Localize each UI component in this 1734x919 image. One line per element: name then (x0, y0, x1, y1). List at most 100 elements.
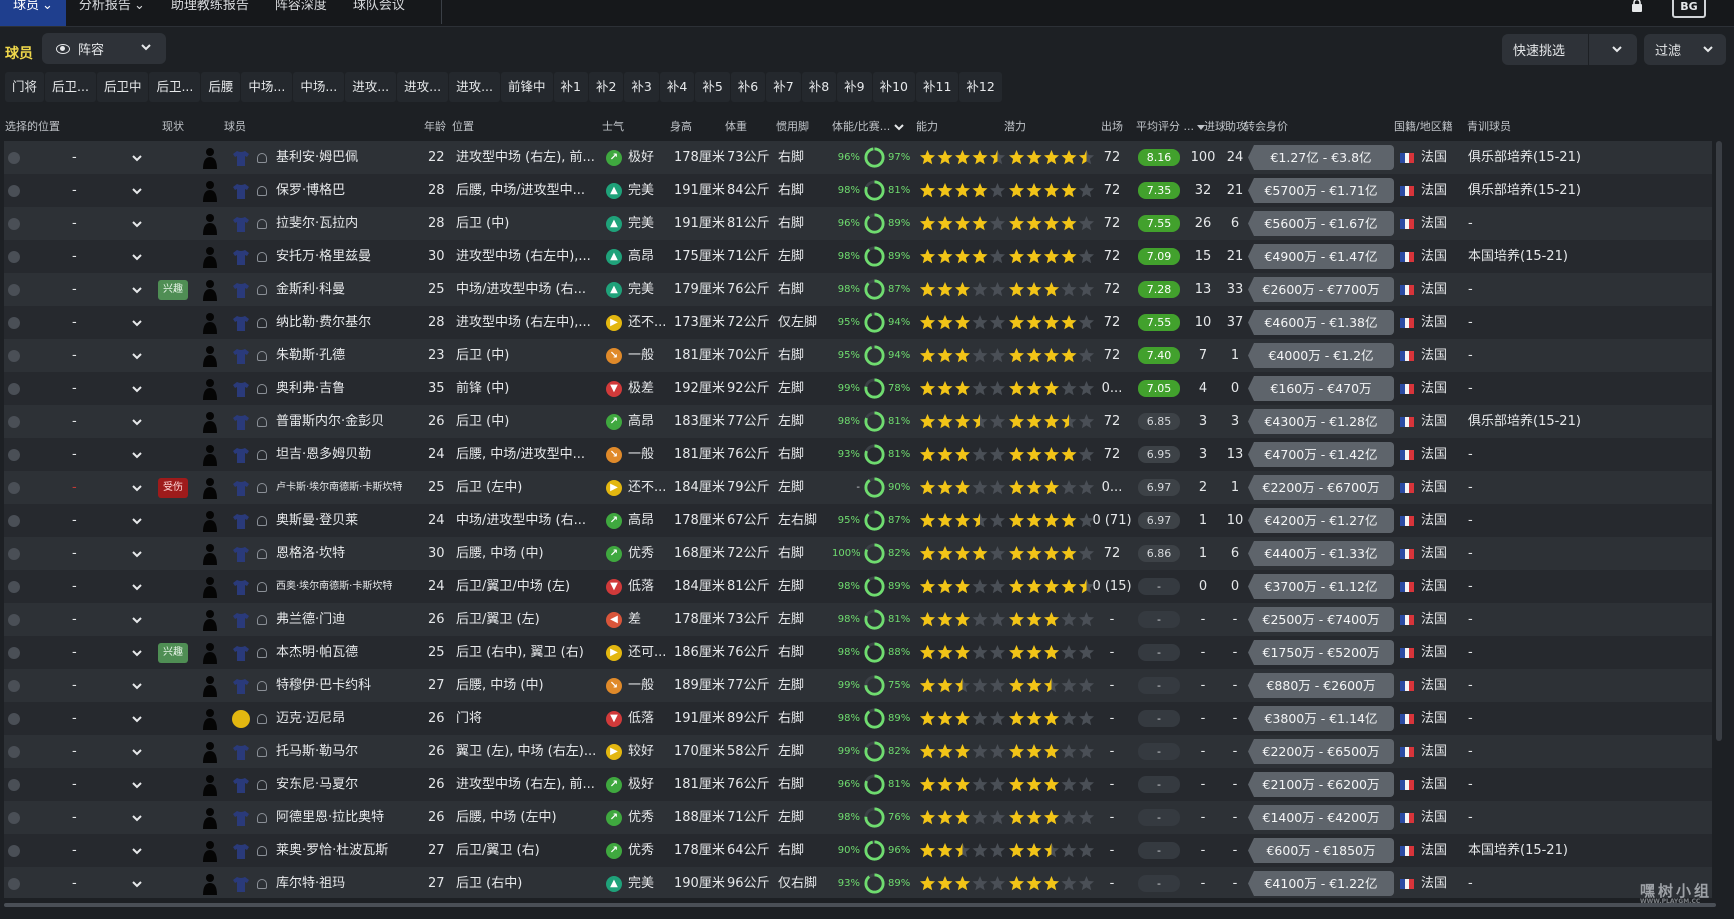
row-select-toggle[interactable] (8, 350, 20, 362)
tab-4[interactable]: 后腰 (201, 72, 241, 102)
row-select-toggle[interactable] (8, 218, 20, 230)
selected-position[interactable]: - (72, 249, 77, 264)
transfer-value[interactable]: €5700万 - €1.71亿 (1248, 178, 1394, 203)
chevron-down-icon[interactable] (131, 614, 143, 626)
transfer-value[interactable]: €2500万 - €7400万 (1248, 607, 1394, 632)
player-name[interactable]: 莱奥·罗恰·杜波瓦斯 (276, 843, 389, 858)
selected-position[interactable]: - (72, 315, 77, 330)
col-condition[interactable]: 体能/比赛... (832, 118, 904, 134)
player-name[interactable]: 奥利弗·吉鲁 (276, 381, 346, 396)
transfer-value[interactable]: €2200万 - €6500万 (1248, 739, 1394, 764)
transfer-value[interactable]: €4300万 - €1.28亿 (1248, 409, 1394, 434)
row-select-toggle[interactable] (8, 845, 20, 857)
col-avg-rating[interactable]: 平均评分 ... (1136, 118, 1205, 134)
lock-icon[interactable] (1630, 0, 1644, 12)
tab-13[interactable]: 补3 (624, 72, 659, 102)
table-row[interactable]: - 奥利弗·吉鲁 35 前锋 (中) ▼ 极差 192厘米 92公斤 左脚 99% 78% 0... 7… (4, 372, 1712, 405)
col-potential[interactable]: 潜力 (1004, 120, 1026, 133)
transfer-value[interactable]: €5600万 - €1.67亿 (1248, 211, 1394, 236)
transfer-value[interactable]: €880万 - €2600万 (1248, 673, 1394, 698)
selected-position[interactable]: - (72, 579, 77, 594)
player-name[interactable]: 奥斯曼·登贝莱 (276, 513, 359, 528)
transfer-value[interactable]: €4200万 - €1.27亿 (1248, 508, 1394, 533)
table-row[interactable]: - 特穆伊·巴卡约科 27 后腰, 中场 (中) ↘ 一般 189厘米 77公斤 左脚 99% 75… (4, 669, 1712, 702)
row-select-toggle[interactable] (8, 779, 20, 791)
col-nation[interactable]: 国籍/地区籍 (1394, 120, 1453, 133)
transfer-value[interactable]: €4900万 - €1.47亿 (1248, 244, 1394, 269)
selected-position[interactable]: - (72, 876, 77, 891)
table-row[interactable]: - 奥斯曼·登贝莱 24 中场/进攻型中场 (右... ↗ 高昂 178厘米 67公斤 左右脚 9… (4, 504, 1712, 537)
table-row[interactable]: - 弗兰德·门迪 26 后卫/翼卫 (左) ◀ 差 178厘米 73公斤 左脚 98% 81% - - -… (4, 603, 1712, 636)
chevron-down-icon[interactable] (131, 317, 143, 329)
chevron-down-icon[interactable] (131, 548, 143, 560)
tab-18[interactable]: 补8 (801, 72, 837, 102)
tab-8[interactable]: 进攻... (397, 72, 449, 102)
vertical-scrollbar[interactable] (1716, 141, 1722, 741)
tab-0[interactable]: 门将 (5, 72, 45, 102)
selected-position[interactable]: - (72, 678, 77, 693)
col-foot[interactable]: 惯用脚 (776, 120, 809, 133)
selected-position[interactable]: - (72, 810, 77, 825)
chevron-down-icon[interactable] (131, 515, 143, 527)
row-select-toggle[interactable] (8, 614, 20, 626)
nav-item-2[interactable]: 助理教练报告 (158, 0, 262, 26)
row-select-toggle[interactable] (8, 878, 20, 890)
player-name[interactable]: 纳比勒·费尔基尔 (276, 315, 372, 330)
chevron-down-icon[interactable] (131, 647, 143, 659)
transfer-value[interactable]: €600万 - €1850万 (1248, 838, 1394, 863)
selected-position[interactable]: - (72, 645, 77, 660)
col-select-pos[interactable]: 选择的位置 (5, 120, 60, 133)
player-name[interactable]: 坦吉·恩多姆贝勒 (276, 447, 372, 462)
player-name[interactable]: 普雷斯内尔·金彭贝 (276, 414, 385, 429)
view-selector[interactable]: 阵容 (42, 33, 166, 64)
table-row[interactable]: - 托马斯·勒马尔 26 翼卫 (左), 中场 (右左)... ▶ 较好 170厘米 58公斤… (4, 735, 1712, 768)
nav-item-1[interactable]: 分析报告 ⌄ (66, 0, 158, 26)
transfer-value[interactable]: €1.27亿 - €3.8亿 (1248, 145, 1394, 170)
transfer-value[interactable]: €1400万 - €4200万 (1248, 805, 1394, 830)
selected-position[interactable]: - (72, 777, 77, 792)
table-row[interactable]: - 保罗·博格巴 28 后腰, 中场/进攻型中... ▲ 完美 191厘米 84公斤 右脚 98%… (4, 174, 1712, 207)
table-row[interactable]: - 基利安·姆巴佩 22 进攻型中场 (右左), 前... ↗ 极好 178厘米 73公斤 右脚… (4, 141, 1712, 174)
transfer-value[interactable]: €4600万 - €1.38亿 (1248, 310, 1394, 335)
row-select-toggle[interactable] (8, 251, 20, 263)
chevron-down-icon[interactable] (131, 185, 143, 197)
transfer-value[interactable]: €1750万 - €5200万 (1248, 640, 1394, 665)
tab-9[interactable]: 进攻... (449, 72, 500, 102)
table-row[interactable]: - 安东尼·马夏尔 26 进攻型中场 (右左), 前... ↗ 极好 181厘米 76公斤 右脚… (4, 768, 1712, 801)
player-name[interactable]: 特穆伊·巴卡约科 (276, 678, 372, 693)
selected-position[interactable]: - (72, 348, 77, 363)
selected-position[interactable]: - (72, 381, 77, 396)
player-name[interactable]: 金斯利·科曼 (276, 282, 346, 297)
col-goals[interactable]: 进球 (1204, 120, 1226, 133)
player-name[interactable]: 迈克·迈尼昂 (276, 711, 346, 726)
player-name[interactable]: 拉斐尔·瓦拉内 (276, 216, 359, 231)
selected-position[interactable]: - (72, 513, 77, 528)
chevron-down-icon[interactable] (131, 449, 143, 461)
row-select-toggle[interactable] (8, 581, 20, 593)
table-row[interactable]: - 普雷斯内尔·金彭贝 26 后卫 (中) ↗ 高昂 183厘米 77公斤 左脚 98% 81% 72… (4, 405, 1712, 438)
table-row[interactable]: - 纳比勒·费尔基尔 28 进攻型中场 (右左中),... ▶ 还不... 173厘米 72公… (4, 306, 1712, 339)
transfer-value[interactable]: €160万 - €470万 (1248, 376, 1394, 401)
row-select-toggle[interactable] (8, 383, 20, 395)
col-assists[interactable]: 助攻 (1225, 120, 1247, 133)
row-select-toggle[interactable] (8, 812, 20, 824)
player-name[interactable]: 弗兰德·门迪 (276, 612, 346, 627)
table-row[interactable]: - 拉斐尔·瓦拉内 28 后卫 (中) ▲ 完美 191厘米 81公斤 右脚 96% 89% 72 7.… (4, 207, 1712, 240)
row-select-toggle[interactable] (8, 680, 20, 692)
selected-position[interactable]: - (72, 612, 77, 627)
selected-position[interactable]: - (72, 183, 77, 198)
chevron-down-icon[interactable] (131, 350, 143, 362)
player-name[interactable]: 西奥·埃尔南德斯·卡斯坎特 (276, 581, 393, 592)
table-row[interactable]: - 库尔特·祖玛 27 后卫 (右中) ▲ 完美 190厘米 96公斤 仅右脚 93% 89% - - -… (4, 867, 1712, 898)
nav-item-4[interactable]: 球队会议 (340, 0, 418, 26)
player-name[interactable]: 本杰明·帕瓦德 (276, 645, 359, 660)
row-select-toggle[interactable] (8, 284, 20, 296)
tab-2[interactable]: 后卫中 (96, 72, 149, 102)
chevron-down-icon[interactable] (131, 152, 143, 164)
selected-position[interactable]: - (72, 216, 77, 231)
tab-11[interactable]: 补1 (553, 72, 588, 102)
horizontal-scrollbar[interactable] (4, 903, 1716, 907)
chevron-down-icon[interactable] (131, 383, 143, 395)
table-row[interactable]: - 阿德里恩·拉比奥特 26 后腰, 中场 (左中) ↗ 优秀 188厘米 71公斤 左脚 98%… (4, 801, 1712, 834)
table-row[interactable]: - 坦吉·恩多姆贝勒 24 后腰, 中场/进攻型中... ↘ 一般 181厘米 76公斤 右脚 9… (4, 438, 1712, 471)
